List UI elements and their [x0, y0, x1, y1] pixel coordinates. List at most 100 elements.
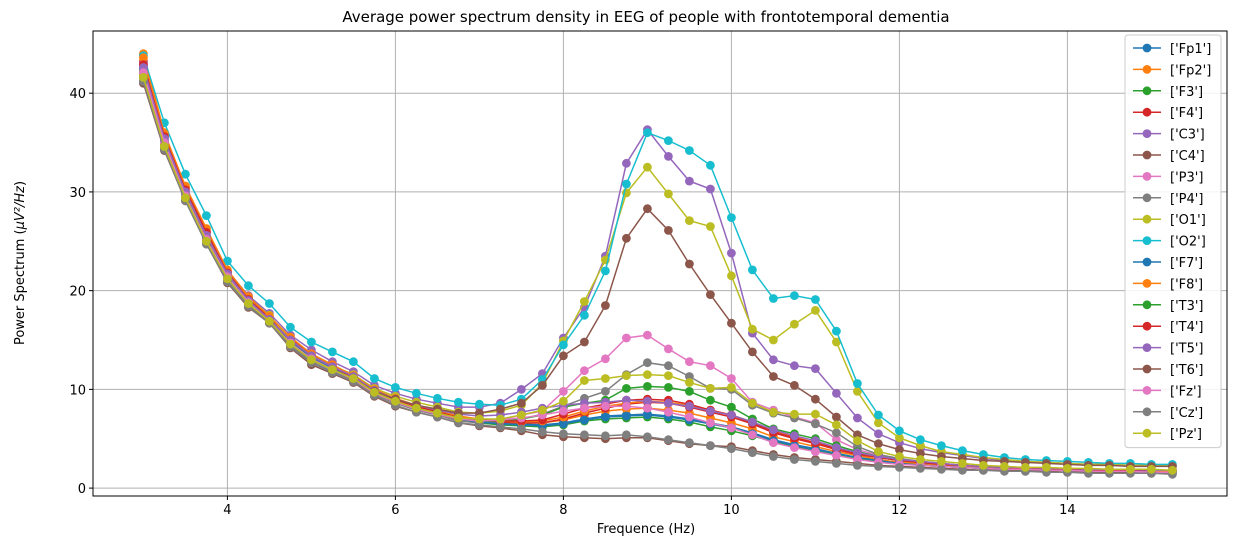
data-point: [727, 410, 736, 420]
data-point: [727, 402, 736, 412]
data-point: [895, 445, 904, 454]
series-group: [139, 65, 1177, 475]
legend-marker: [1142, 236, 1152, 246]
data-point: [811, 436, 820, 446]
data-point: [643, 358, 652, 368]
data-point: [580, 376, 589, 385]
legend-marker: [1142, 257, 1152, 267]
data-point: [748, 324, 757, 334]
legend-marker: [1142, 86, 1152, 96]
x-tick-label: 10: [723, 503, 740, 518]
legend-label: ['Fp2']: [1170, 63, 1211, 78]
data-point: [580, 415, 589, 425]
data-point: [727, 271, 736, 281]
data-point: [559, 419, 568, 429]
data-point: [874, 418, 883, 428]
data-point: [790, 361, 799, 371]
data-point: [832, 388, 841, 398]
data-point: [1168, 465, 1177, 475]
grid: [93, 31, 1227, 496]
data-point: [202, 211, 211, 221]
data-point: [223, 256, 232, 266]
data-point: [412, 403, 421, 413]
series-group: [139, 63, 1177, 475]
legend-label: ['Pz']: [1170, 427, 1202, 442]
data-point: [622, 179, 631, 189]
series-group: [139, 49, 1177, 476]
data-point: [706, 406, 715, 416]
data-point: [202, 236, 211, 246]
data-point: [769, 335, 778, 345]
data-point: [811, 457, 820, 466]
data-point: [811, 394, 820, 404]
data-point: [706, 184, 715, 194]
data-point: [811, 306, 820, 315]
data-point: [139, 73, 148, 82]
data-point: [1105, 464, 1114, 474]
data-point: [706, 441, 715, 450]
series-group: [139, 73, 1177, 475]
data-point: [790, 455, 799, 464]
data-point: [622, 384, 631, 393]
data-point: [916, 455, 925, 464]
data-point: [769, 438, 778, 448]
y-tick-label: 30: [69, 186, 86, 201]
data-point: [664, 189, 673, 199]
x-axis-label: Frequence (Hz): [597, 522, 695, 537]
series-line: [142, 53, 1173, 473]
legend-label: ['Fz']: [1170, 384, 1202, 399]
data-point: [580, 403, 589, 413]
legend-label: ['P4']: [1170, 192, 1203, 207]
x-tick-label: 8: [559, 503, 567, 518]
data-point: [1000, 462, 1009, 471]
legend-marker: [1142, 172, 1152, 181]
data-point: [874, 410, 883, 420]
series-group: [139, 60, 1177, 475]
data-point: [307, 355, 316, 365]
data-point: [601, 266, 610, 276]
data-point: [685, 412, 694, 422]
data-point: [454, 413, 463, 423]
y-tick-label: 40: [69, 87, 86, 102]
legend-marker: [1142, 129, 1152, 139]
data-point: [664, 383, 673, 392]
data-point: [265, 316, 274, 326]
data-point: [307, 337, 316, 347]
data-point: [559, 387, 568, 396]
data-point: [937, 464, 946, 474]
data-point: [643, 370, 652, 379]
data-point: [643, 128, 652, 138]
data-point: [685, 438, 694, 448]
data-point: [895, 452, 904, 461]
legend-marker: [1142, 321, 1152, 331]
legend-label: ['O2']: [1170, 235, 1206, 250]
series-line: [142, 77, 1173, 468]
data-point: [790, 409, 799, 419]
legend-label: ['F3']: [1170, 85, 1203, 100]
data-point: [853, 379, 862, 388]
data-point: [643, 162, 652, 172]
data-point: [811, 295, 820, 304]
legend-marker: [1142, 300, 1152, 310]
legend-label: ['C3']: [1170, 128, 1205, 143]
x-tick-label: 14: [1059, 503, 1076, 518]
data-point: [664, 344, 673, 354]
data-point: [832, 412, 841, 422]
data-point: [328, 347, 337, 357]
data-point: [244, 281, 253, 291]
data-point: [895, 463, 904, 472]
data-point: [727, 444, 736, 453]
data-point: [349, 374, 358, 383]
data-point: [727, 318, 736, 328]
data-point: [181, 193, 190, 203]
x-tick-label: 12: [891, 503, 908, 518]
data-point: [580, 310, 589, 320]
data-point: [706, 395, 715, 405]
data-point: [622, 158, 631, 168]
data-point: [475, 414, 484, 424]
data-point: [832, 451, 841, 460]
data-point: [559, 429, 568, 439]
data-point: [601, 374, 610, 383]
y-axis-label: Power Spectrum (μV²/Hz): [13, 181, 28, 345]
data-point: [643, 410, 652, 420]
